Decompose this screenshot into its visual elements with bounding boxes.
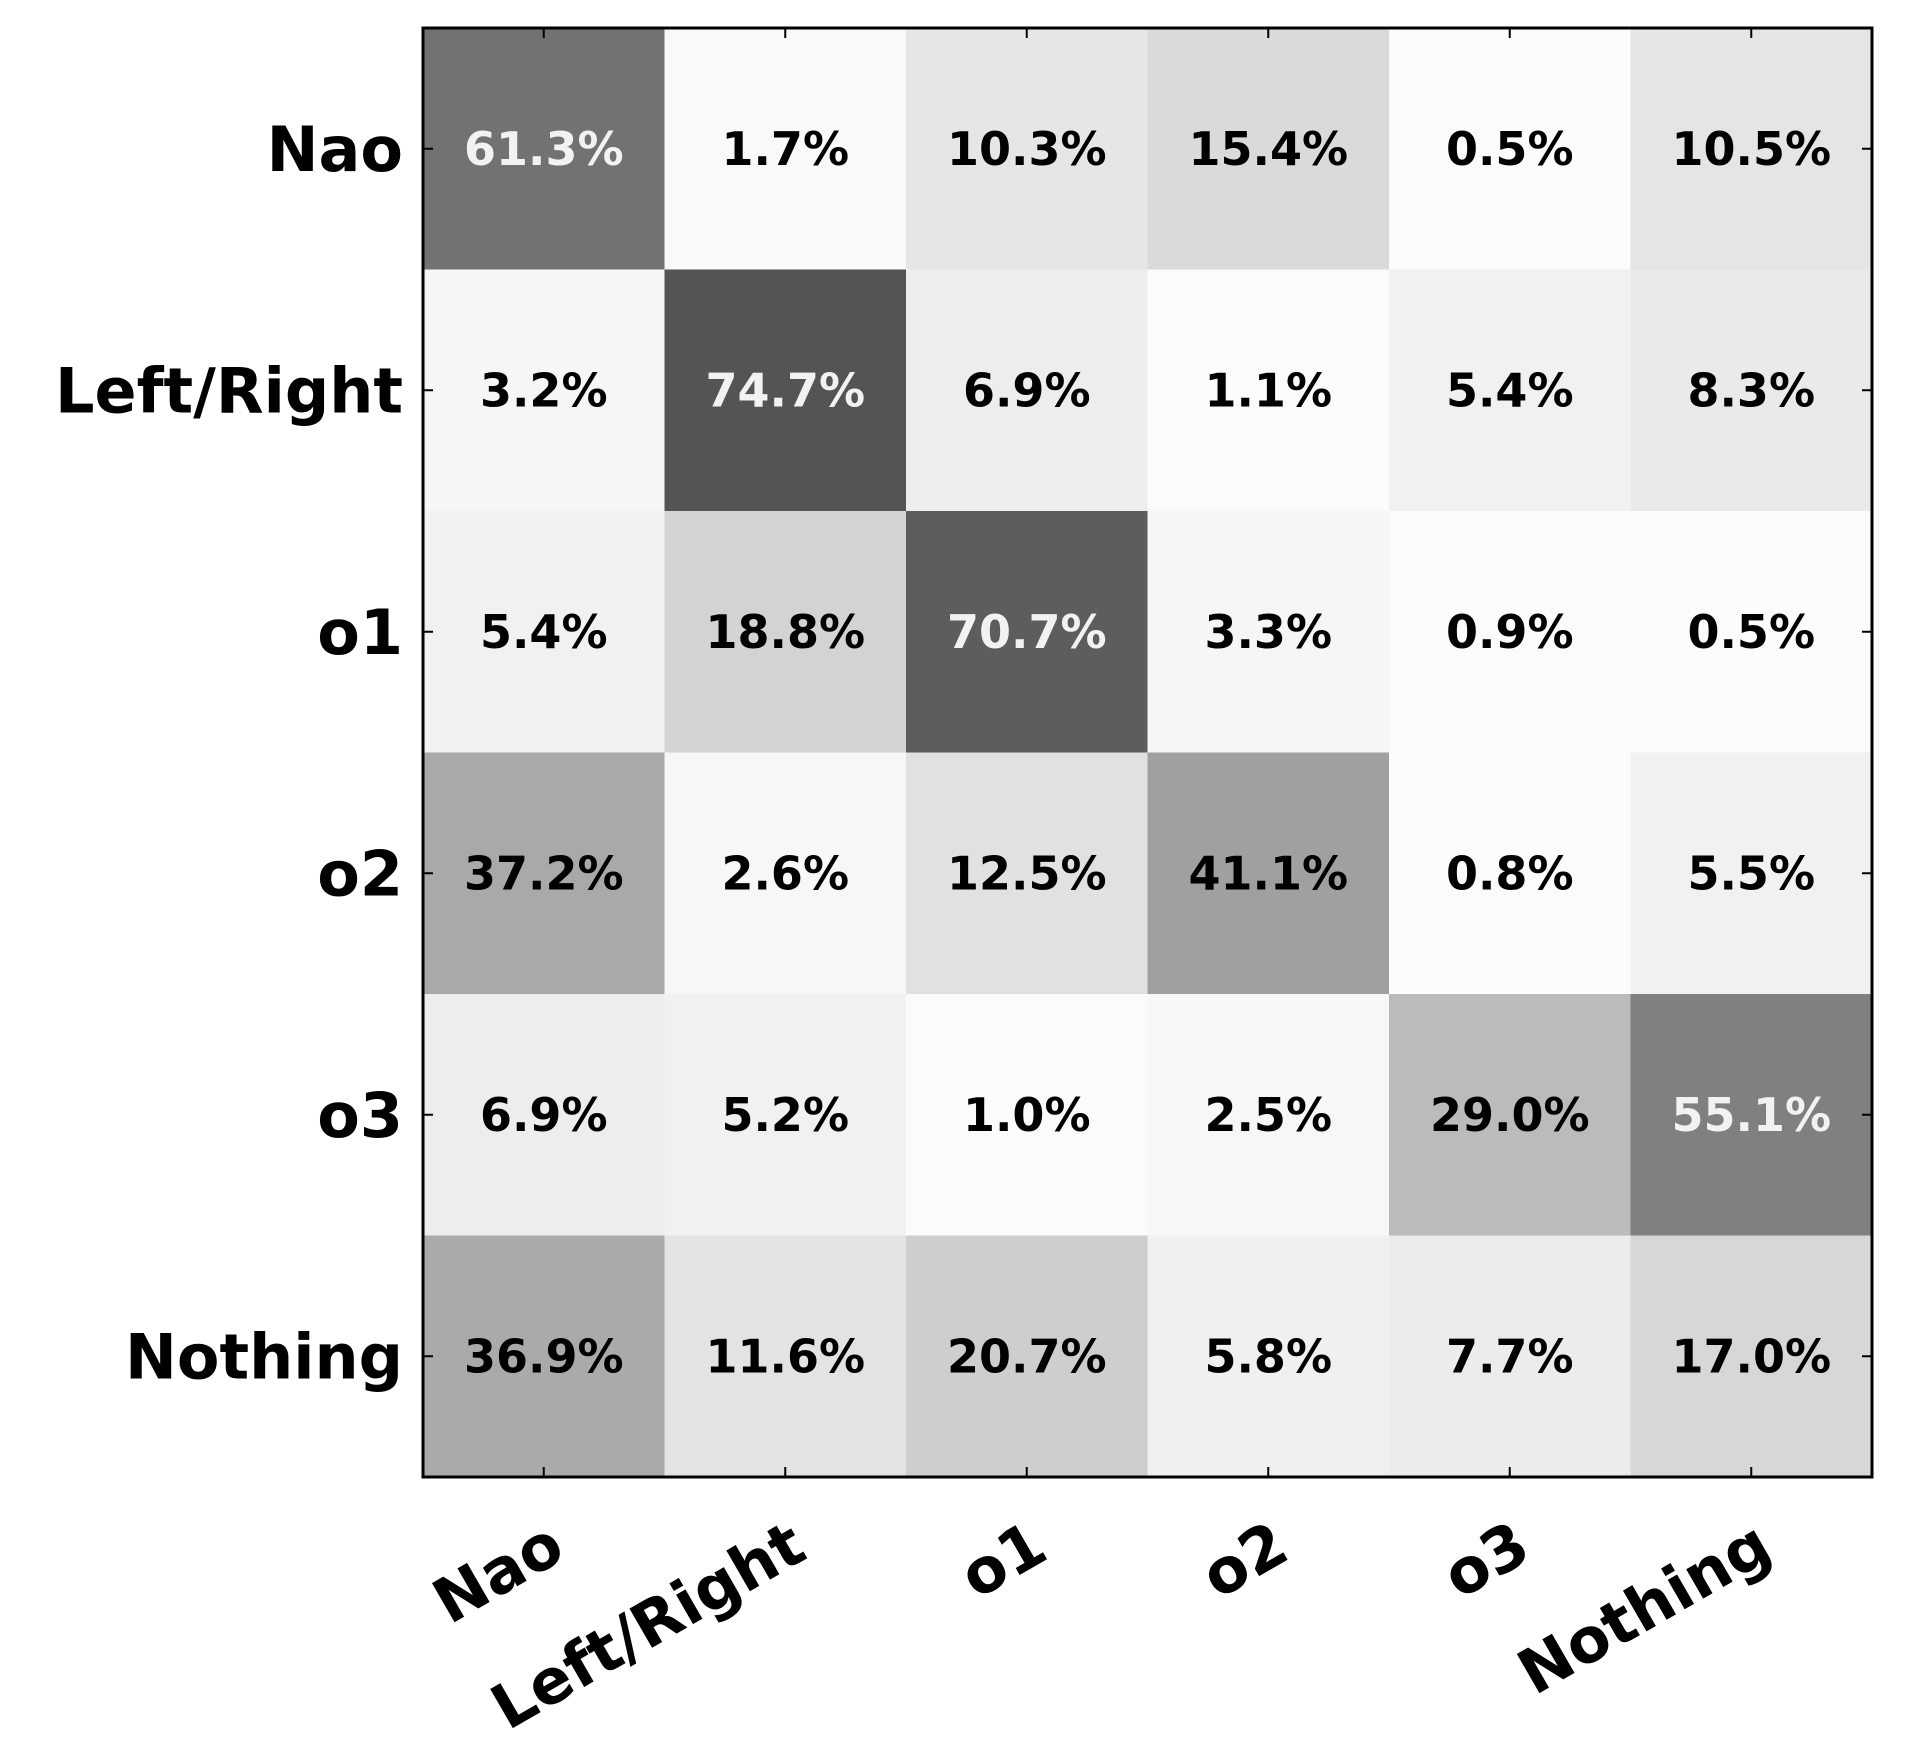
cell-label-o2-o1: 12.5% (947, 846, 1107, 900)
cell-o3-left-right (664, 994, 907, 1237)
cell-label-o3-left-right: 5.2% (721, 1088, 849, 1142)
x-tick-label-o3: o3 (1431, 1507, 1542, 1613)
cell-label-o1-left-right: 18.8% (705, 605, 865, 659)
y-tick-label-o2: o2 (317, 837, 403, 910)
cell-o3-o3 (1389, 994, 1632, 1237)
cell-left-right-o3 (1389, 269, 1632, 512)
cell-label-left-right-nao: 3.2% (480, 363, 608, 417)
cell-o3-o1 (906, 994, 1149, 1237)
cell-o1-o2 (1147, 511, 1390, 754)
cell-o3-nothing (1630, 994, 1873, 1237)
cell-nothing-o1 (906, 1235, 1149, 1478)
cell-o2-nothing (1630, 752, 1873, 995)
axis-ticks (423, 28, 1872, 1477)
cell-label-o3-nothing: 55.1% (1671, 1088, 1831, 1142)
cell-label-o3-o3: 29.0% (1430, 1088, 1590, 1142)
cell-label-left-right-o2: 1.1% (1204, 363, 1332, 417)
cell-label-left-right-left-right: 74.7% (705, 363, 865, 417)
cell-o1-o3 (1389, 511, 1632, 754)
cell-label-nothing-left-right: 11.6% (705, 1329, 865, 1383)
cell-label-nothing-o2: 5.8% (1204, 1329, 1332, 1383)
cell-label-left-right-o1: 6.9% (963, 363, 1091, 417)
y-tick-labels: Nao Left/Right o1 o2 o3 Nothing (55, 113, 403, 1394)
x-tick-label-o1: o1 (948, 1507, 1059, 1613)
cell-label-o2-o3: 0.8% (1446, 846, 1574, 900)
cell-left-right-nothing (1630, 269, 1873, 512)
cell-nothing-nao (423, 1235, 666, 1478)
y-tick-label-o1: o1 (317, 596, 403, 669)
cell-o1-o1 (906, 511, 1149, 754)
cell-nothing-o3 (1389, 1235, 1632, 1478)
cell-label-o2-left-right: 2.6% (721, 846, 849, 900)
cell-nao-o1 (906, 28, 1149, 271)
cell-nothing-o2 (1147, 1235, 1390, 1478)
cell-o2-o3 (1389, 752, 1632, 995)
cell-left-right-o2 (1147, 269, 1390, 512)
cell-label-o3-o2: 2.5% (1204, 1088, 1332, 1142)
cell-nao-nao (423, 28, 666, 271)
cell-label-nothing-nothing: 17.0% (1671, 1329, 1831, 1383)
cell-nao-o2 (1147, 28, 1390, 271)
x-tick-label-o2: o2 (1189, 1507, 1300, 1613)
cell-label-o3-o1: 1.0% (963, 1088, 1091, 1142)
cell-o2-nao (423, 752, 666, 995)
cell-label-o2-o2: 41.1% (1188, 846, 1348, 900)
cell-o2-o1 (906, 752, 1149, 995)
y-tick-label-nothing: Nothing (125, 1320, 403, 1393)
cell-label-left-right-o3: 5.4% (1446, 363, 1574, 417)
cell-label-left-right-nothing: 8.3% (1687, 363, 1815, 417)
cell-left-right-nao (423, 269, 666, 512)
plot-frame (421, 26, 1874, 1479)
cell-nothing-left-right (664, 1235, 907, 1478)
x-tick-label-nothing: Nothing (1505, 1507, 1782, 1709)
cell-nao-left-right (664, 28, 907, 271)
cell-label-nao-o1: 10.3% (947, 122, 1107, 176)
x-tick-label-nao: Nao (421, 1507, 576, 1638)
cell-nao-o3 (1389, 28, 1632, 271)
cell-o3-nao (423, 994, 666, 1237)
cell-nothing-nothing (1630, 1235, 1873, 1478)
cell-left-right-left-right (664, 269, 907, 512)
y-tick-label-left-right: Left/Right (55, 354, 403, 427)
cell-o2-left-right (664, 752, 907, 995)
cell-label-o1-o1: 70.7% (947, 605, 1107, 659)
cell-label-nao-nothing: 10.5% (1671, 122, 1831, 176)
cell-nao-nothing (1630, 28, 1873, 271)
cell-label-nao-nao: 61.3% (464, 122, 624, 176)
cell-label-o1-o2: 3.3% (1204, 605, 1332, 659)
cell-o1-nao (423, 511, 666, 754)
cell-label-nothing-o1: 20.7% (947, 1329, 1107, 1383)
cell-label-o2-nao: 37.2% (464, 846, 624, 900)
cell-label-o2-nothing: 5.5% (1687, 846, 1815, 900)
cell-label-nao-o2: 15.4% (1188, 122, 1348, 176)
cell-label-nao-o3: 0.5% (1446, 122, 1574, 176)
cell-o2-o2 (1147, 752, 1390, 995)
cell-left-right-o1 (906, 269, 1149, 512)
heatmap-cells (423, 28, 1873, 1478)
cell-label-o1-nao: 5.4% (480, 605, 608, 659)
cell-label-o1-o3: 0.9% (1446, 605, 1574, 659)
cell-o3-o2 (1147, 994, 1390, 1237)
cell-label-nao-left-right: 1.7% (721, 122, 849, 176)
cell-value-labels: 61.3% 1.7% 10.3% 15.4% 0.5% 10.5% 3.2% 74.7% 6.9… (464, 122, 1831, 1384)
cell-label-o1-nothing: 0.5% (1687, 605, 1815, 659)
y-tick-label-nao: Nao (267, 113, 403, 186)
cell-label-nothing-o3: 7.7% (1446, 1329, 1574, 1383)
cell-label-nothing-nao: 36.9% (464, 1329, 624, 1383)
y-tick-label-o3: o3 (317, 1079, 403, 1152)
cell-o1-nothing (1630, 511, 1873, 754)
cell-o1-left-right (664, 511, 907, 754)
cell-label-o3-nao: 6.9% (480, 1088, 608, 1142)
